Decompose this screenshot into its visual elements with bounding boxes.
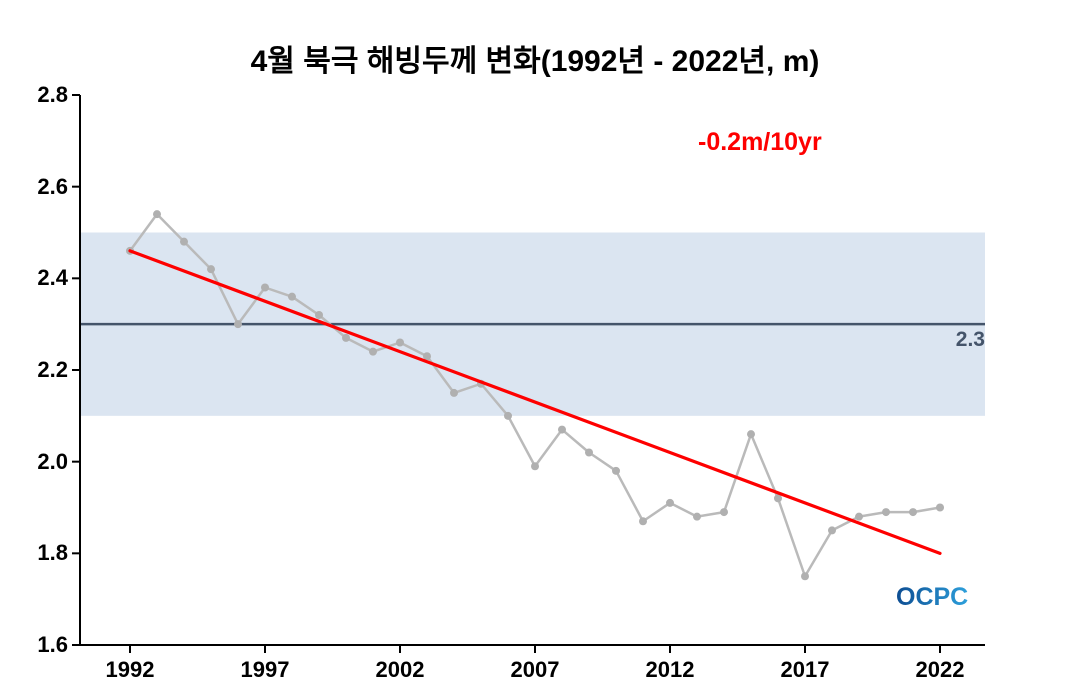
y-tick-label: 2.0	[37, 448, 68, 474]
y-tick-label: 2.8	[37, 82, 68, 107]
logo-text: OCPC	[896, 583, 968, 610]
data-point	[801, 572, 809, 581]
data-point	[369, 347, 377, 356]
data-point	[261, 283, 269, 292]
data-point	[774, 494, 782, 503]
data-point	[936, 503, 944, 512]
y-tick-label: 2.6	[37, 173, 68, 199]
data-point	[234, 320, 242, 329]
data-point	[828, 526, 836, 535]
ocpc-logo-graphic: OCPC	[896, 583, 968, 611]
y-tick-label: 2.4	[37, 265, 68, 291]
x-tick-label: 2007	[510, 657, 560, 682]
data-point	[612, 466, 620, 475]
data-point	[747, 430, 755, 439]
data-point	[207, 265, 215, 274]
y-tick-label: 1.8	[37, 540, 68, 566]
ocpc-logo: OCPC	[896, 582, 992, 615]
x-tick-label: 2012	[645, 657, 695, 682]
y-tick-label: 2.2	[37, 357, 68, 382]
x-tick-label: 1997	[240, 657, 290, 682]
mean-value-label: 2.3	[955, 328, 985, 351]
data-point	[639, 517, 647, 526]
data-point	[180, 237, 188, 246]
data-point	[396, 338, 404, 347]
data-point	[558, 425, 566, 434]
chart-title: 4월 북극 해빙두께 변화(1992년 - 2022년, m)	[250, 45, 820, 78]
data-point	[585, 448, 593, 457]
data-point	[882, 508, 890, 517]
data-point	[504, 411, 512, 420]
x-tick-label: 1992	[105, 657, 155, 682]
trend-line	[128, 249, 942, 555]
x-tick-label: 2017	[780, 657, 830, 682]
data-point	[720, 508, 728, 517]
data-point	[342, 333, 350, 342]
y-tick-label: 1.6	[37, 632, 68, 657]
data-point	[288, 292, 296, 301]
x-tick-label: 2022	[915, 657, 965, 682]
data-point	[531, 462, 539, 471]
data-point	[423, 352, 431, 361]
data-point	[315, 311, 323, 319]
data-point	[855, 512, 863, 521]
data-point	[666, 498, 674, 507]
data-point	[693, 512, 701, 521]
trend-rate-label: -0.2m/10yr	[698, 128, 822, 156]
data-point	[909, 508, 917, 517]
data-point	[450, 388, 458, 397]
data-point	[153, 210, 161, 219]
x-tick-label: 2002	[375, 657, 425, 682]
